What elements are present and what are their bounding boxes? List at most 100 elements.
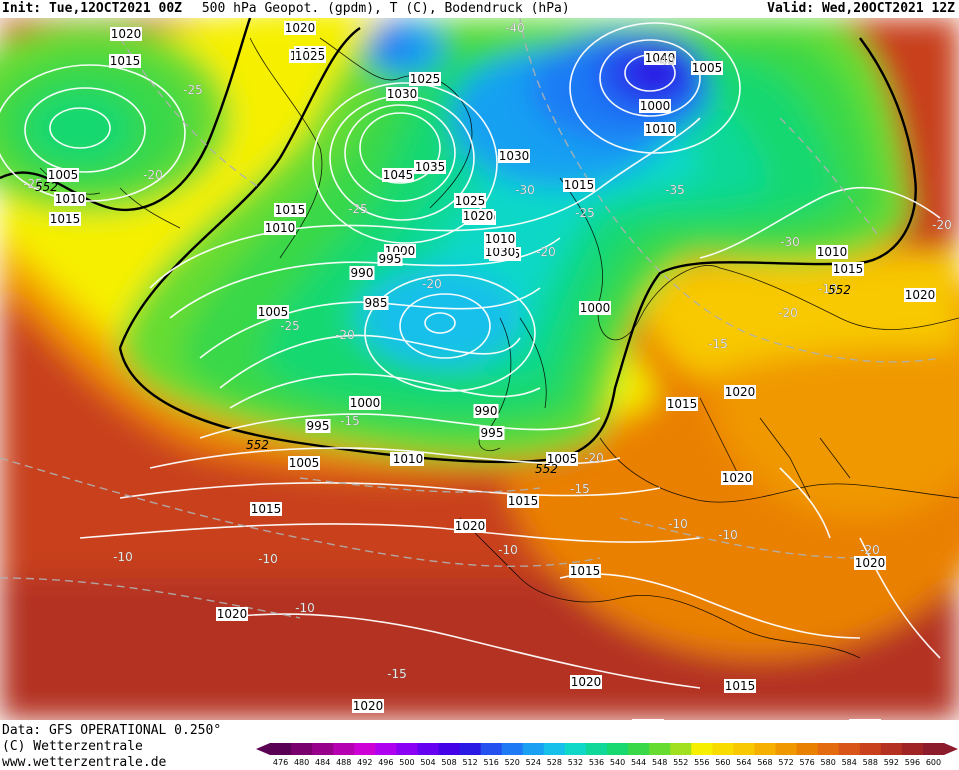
chart-header: Init: Tue,12OCT2021 00Z 500 hPa Geopot. …: [0, 0, 959, 18]
website-link[interactable]: www.wetterzentrale.de: [2, 755, 167, 770]
pressure-label: 1020: [454, 519, 486, 533]
colorbar-cell: [333, 743, 355, 755]
temperature-label: -25: [348, 202, 368, 216]
svg-text:995: 995: [379, 252, 402, 266]
colorbar-tick-label: 484: [315, 758, 331, 767]
height-label: 552: [35, 180, 58, 194]
svg-text:1005: 1005: [258, 305, 289, 319]
pressure-label: 1010: [484, 232, 516, 246]
colorbar-cell: [375, 743, 397, 755]
svg-text:-20: -20: [932, 218, 952, 232]
pressure-label: 1020: [284, 21, 316, 35]
pressure-label: 1005: [288, 456, 320, 470]
svg-text:1005: 1005: [48, 168, 79, 182]
geopotential-field: [0, 18, 959, 720]
svg-text:1010: 1010: [265, 221, 296, 235]
colorbar-tick-label: 536: [588, 758, 605, 767]
svg-text:1010: 1010: [393, 452, 424, 466]
pressure-label: 1015: [632, 719, 664, 720]
svg-text:990: 990: [351, 266, 374, 280]
pressure-label: 1015: [109, 54, 141, 68]
colorbar-tick-label: 544: [630, 758, 647, 767]
pressure-label: 1025: [454, 194, 486, 208]
colorbar-tick-label: 564: [736, 758, 752, 767]
pressure-label: 1020: [462, 209, 494, 223]
svg-text:1015: 1015: [850, 719, 881, 720]
svg-text:-25: -25: [23, 177, 43, 191]
svg-text:1000: 1000: [640, 99, 671, 113]
pressure-label: 1015: [724, 679, 756, 693]
svg-text:-25: -25: [348, 202, 368, 216]
pressure-label: 1015: [832, 262, 864, 276]
pressure-label: 1045: [382, 168, 414, 182]
svg-text:1000: 1000: [580, 301, 611, 315]
pressure-label: 990: [473, 404, 499, 418]
colorbar-tick-label: 556: [694, 758, 710, 767]
pressure-label: 1020: [570, 675, 602, 689]
init-label: Init: Tue,12OCT2021 00Z: [2, 1, 183, 16]
colorbar-cell: [817, 743, 840, 755]
svg-text:-10: -10: [295, 601, 315, 615]
svg-text:995: 995: [307, 419, 330, 433]
pressure-label: 1005: [691, 61, 723, 75]
temperature-label: -10: [718, 528, 738, 542]
colorbar-cell: [543, 743, 566, 755]
svg-text:-30: -30: [515, 183, 535, 197]
colorbar-tick-label: 524: [525, 758, 541, 767]
colorbar-tick-label: 508: [441, 758, 457, 767]
svg-text:-25: -25: [575, 206, 595, 220]
colorbar-cell: [291, 743, 313, 755]
temperature-label: -15: [570, 482, 590, 496]
pressure-label: 1020: [216, 607, 248, 621]
svg-text:-10: -10: [498, 543, 518, 557]
colorbar-cell: [628, 743, 650, 755]
svg-text:1015: 1015: [110, 54, 141, 68]
pressure-label: 1005: [546, 452, 578, 466]
temperature-label: -15: [708, 337, 728, 351]
pressure-label: 1015: [250, 502, 282, 516]
svg-text:1020: 1020: [353, 699, 384, 713]
map-canvas: 1020102010251015102510301025100510001010…: [0, 18, 959, 720]
colorbar-cell: [585, 743, 608, 755]
552-contour: [0, 18, 917, 464]
temperature-label: -20: [778, 306, 798, 320]
temperature-label: -30: [780, 235, 800, 249]
pressure-label: 1015: [849, 719, 881, 720]
svg-text:-20: -20: [860, 543, 880, 557]
svg-text:-25: -25: [280, 319, 300, 333]
colorbar-cell: [838, 743, 861, 755]
svg-text:1005: 1005: [692, 61, 723, 75]
svg-text:-40: -40: [655, 54, 675, 68]
pressure-label: 1020: [352, 699, 384, 713]
svg-text:-10: -10: [113, 550, 133, 564]
height-label: 552: [535, 462, 558, 476]
pressure-label: 1025: [294, 49, 326, 63]
colorbar-cell: [564, 743, 587, 755]
temperature-label: -10: [818, 282, 838, 296]
pressure-label: 1015: [49, 212, 81, 226]
pressure-label: 1030: [498, 149, 530, 163]
svg-text:1010: 1010: [645, 122, 676, 136]
colorbar-cell: [880, 743, 903, 755]
svg-text:1035: 1035: [415, 160, 446, 174]
temperature-label: -40: [505, 21, 525, 35]
colorbar-tick-label: 572: [778, 758, 794, 767]
svg-text:1030: 1030: [485, 245, 516, 259]
colorbar-cell: [796, 743, 819, 755]
svg-text:-35: -35: [665, 183, 685, 197]
svg-text:995: 995: [481, 426, 504, 440]
colorbar-cell: [396, 743, 418, 755]
svg-text:-20: -20: [422, 277, 442, 291]
temperature-label: -30: [515, 183, 535, 197]
svg-text:1020: 1020: [463, 209, 494, 223]
svg-text:-20: -20: [143, 168, 163, 182]
pressure-label: 1020: [854, 556, 886, 570]
svg-text:1030: 1030: [499, 149, 530, 163]
colorbar-cell: [901, 743, 924, 755]
svg-text:-15: -15: [570, 482, 590, 496]
colorbar-tick-label: 560: [715, 758, 731, 767]
colorbar-tick-label: 592: [883, 758, 899, 767]
pressure-label: 1040: [644, 51, 676, 65]
coastlines: [39, 37, 959, 659]
svg-text:1020: 1020: [905, 288, 936, 302]
